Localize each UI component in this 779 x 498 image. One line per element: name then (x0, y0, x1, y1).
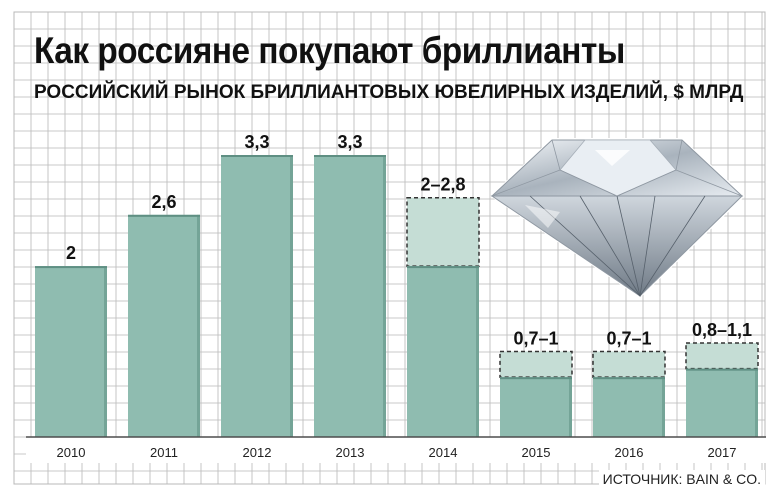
value-label-2012: 3,3 (244, 132, 269, 152)
x-tick-2014: 2014 (429, 445, 458, 460)
bar-top-edge-2015 (500, 377, 572, 380)
bar-range-2014 (406, 196, 480, 267)
bar-side-shade-2016 (662, 377, 665, 437)
x-axis: 2010 2011 2012 2013 2014 2015 2016 2017 (26, 436, 766, 463)
bar-top-edge-2017 (686, 368, 758, 371)
bar-side-shade-2012 (290, 155, 293, 437)
bar-range-2017 (685, 342, 759, 370)
page-title: Как россияне покупают бриллианты (34, 30, 625, 71)
bar-2010 (35, 266, 107, 437)
x-axis-band (26, 437, 766, 463)
x-tick-2017: 2017 (708, 445, 737, 460)
value-label-2010: 2 (66, 243, 76, 263)
bar-top-edge-2010 (35, 266, 107, 269)
bar-2013 (314, 155, 386, 437)
x-tick-2012: 2012 (243, 445, 272, 460)
value-label-2011: 2,6 (151, 192, 176, 212)
bar-top-edge-2014 (407, 266, 479, 269)
value-label-2016: 0,7–1 (606, 329, 651, 349)
value-label-2014: 2–2,8 (420, 175, 465, 195)
x-tick-2013: 2013 (336, 445, 365, 460)
x-tick-2010: 2010 (57, 445, 86, 460)
bars (35, 155, 759, 437)
bar-top-edge-2012 (221, 155, 293, 157)
bar-side-shade-2011 (197, 214, 200, 437)
diamond-icon (490, 138, 745, 298)
value-label-2013: 3,3 (337, 132, 362, 152)
bar-top-edge-2011 (128, 214, 200, 217)
bar-2017 (686, 368, 758, 437)
chart-subtitle: РОССИЙСКИЙ РЫНОК БРИЛЛИАНТОВЫХ ЮВЕЛИРНЫХ… (34, 82, 744, 103)
bar-side-shade-2010 (104, 266, 107, 437)
value-label-2015: 0,7–1 (513, 329, 558, 349)
bar-side-shade-2017 (755, 368, 758, 437)
bar-side-shade-2015 (569, 377, 572, 437)
value-labels: 2 2,6 3,3 3,3 2–2,8 0,7–1 0,7–1 0,8–1,1 (66, 132, 752, 349)
bar-2016 (593, 377, 665, 437)
bar-2015 (500, 377, 572, 437)
x-tick-2011: 2011 (150, 445, 178, 460)
x-tick-2015: 2015 (522, 445, 551, 460)
bar-2014 (407, 266, 479, 437)
bar-top-edge-2016 (593, 377, 665, 380)
bar-top-edge-2013 (314, 155, 386, 157)
value-label-2017: 0,8–1,1 (692, 320, 752, 340)
source-note: ИСТОЧНИК: BAIN & CO. (598, 470, 765, 488)
bar-side-shade-2014 (476, 266, 479, 437)
bar-range-2016 (592, 350, 666, 378)
x-tick-2016: 2016 (615, 445, 644, 460)
bar-2012 (221, 155, 293, 437)
bar-range-2015 (499, 350, 573, 378)
bar-side-shade-2013 (383, 155, 386, 437)
bar-2011 (128, 214, 200, 437)
